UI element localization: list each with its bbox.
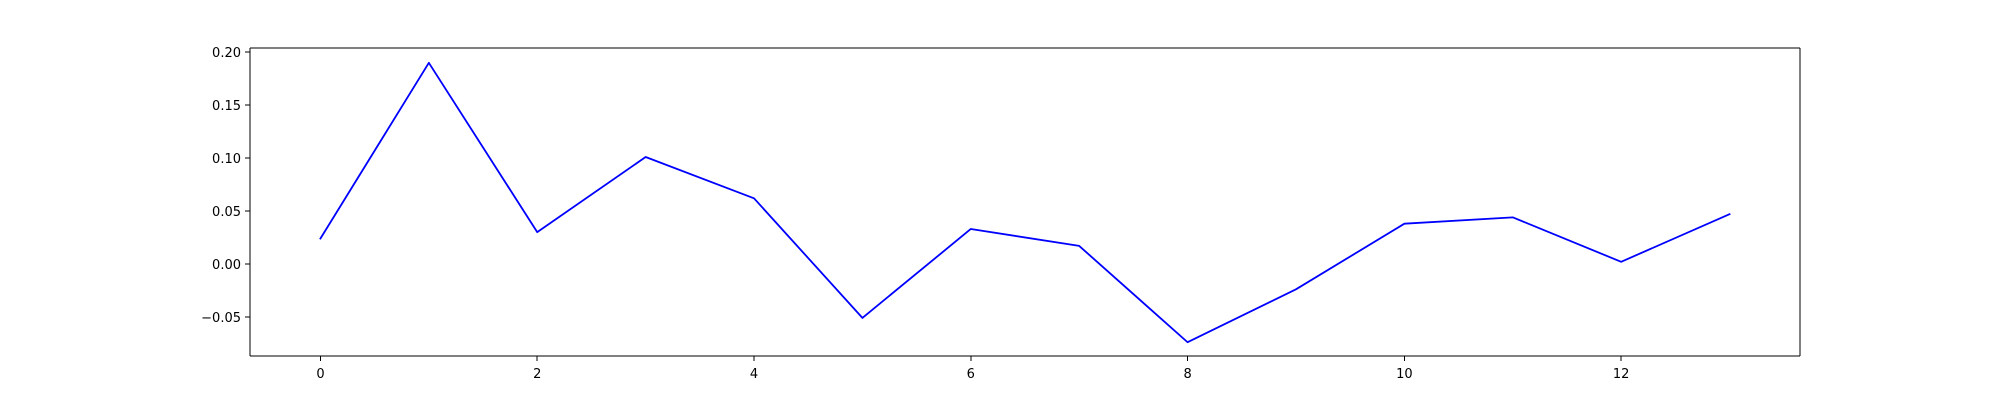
y-tick-label: 0.10 — [212, 152, 241, 167]
y-tick-label: 0.15 — [212, 99, 241, 114]
x-tick-label: 4 — [750, 367, 758, 382]
plot-background — [250, 48, 1800, 356]
x-tick-label: 12 — [1613, 367, 1630, 382]
y-tick-label: 0.20 — [212, 46, 241, 61]
axes-frame — [249, 47, 1801, 357]
x-tick-label: 10 — [1396, 367, 1413, 382]
y-tick-label: −0.05 — [201, 311, 241, 326]
x-tick-label: 8 — [1183, 367, 1191, 382]
y-tick-label: 0.05 — [212, 205, 241, 220]
x-tick-label: 0 — [316, 367, 324, 382]
x-tick-label: 6 — [967, 367, 975, 382]
series-layer — [319, 61, 1731, 344]
x-tick-label: 2 — [533, 367, 541, 382]
plot-area — [250, 48, 1800, 356]
series-line-0 — [319, 61, 1731, 344]
y-tick-label: 0.00 — [212, 258, 241, 273]
tick-layer: 0 2 4 6 8 10 12 −0.05 0.00 0.05 0.10 0.15 0.20 — [201, 46, 1629, 382]
